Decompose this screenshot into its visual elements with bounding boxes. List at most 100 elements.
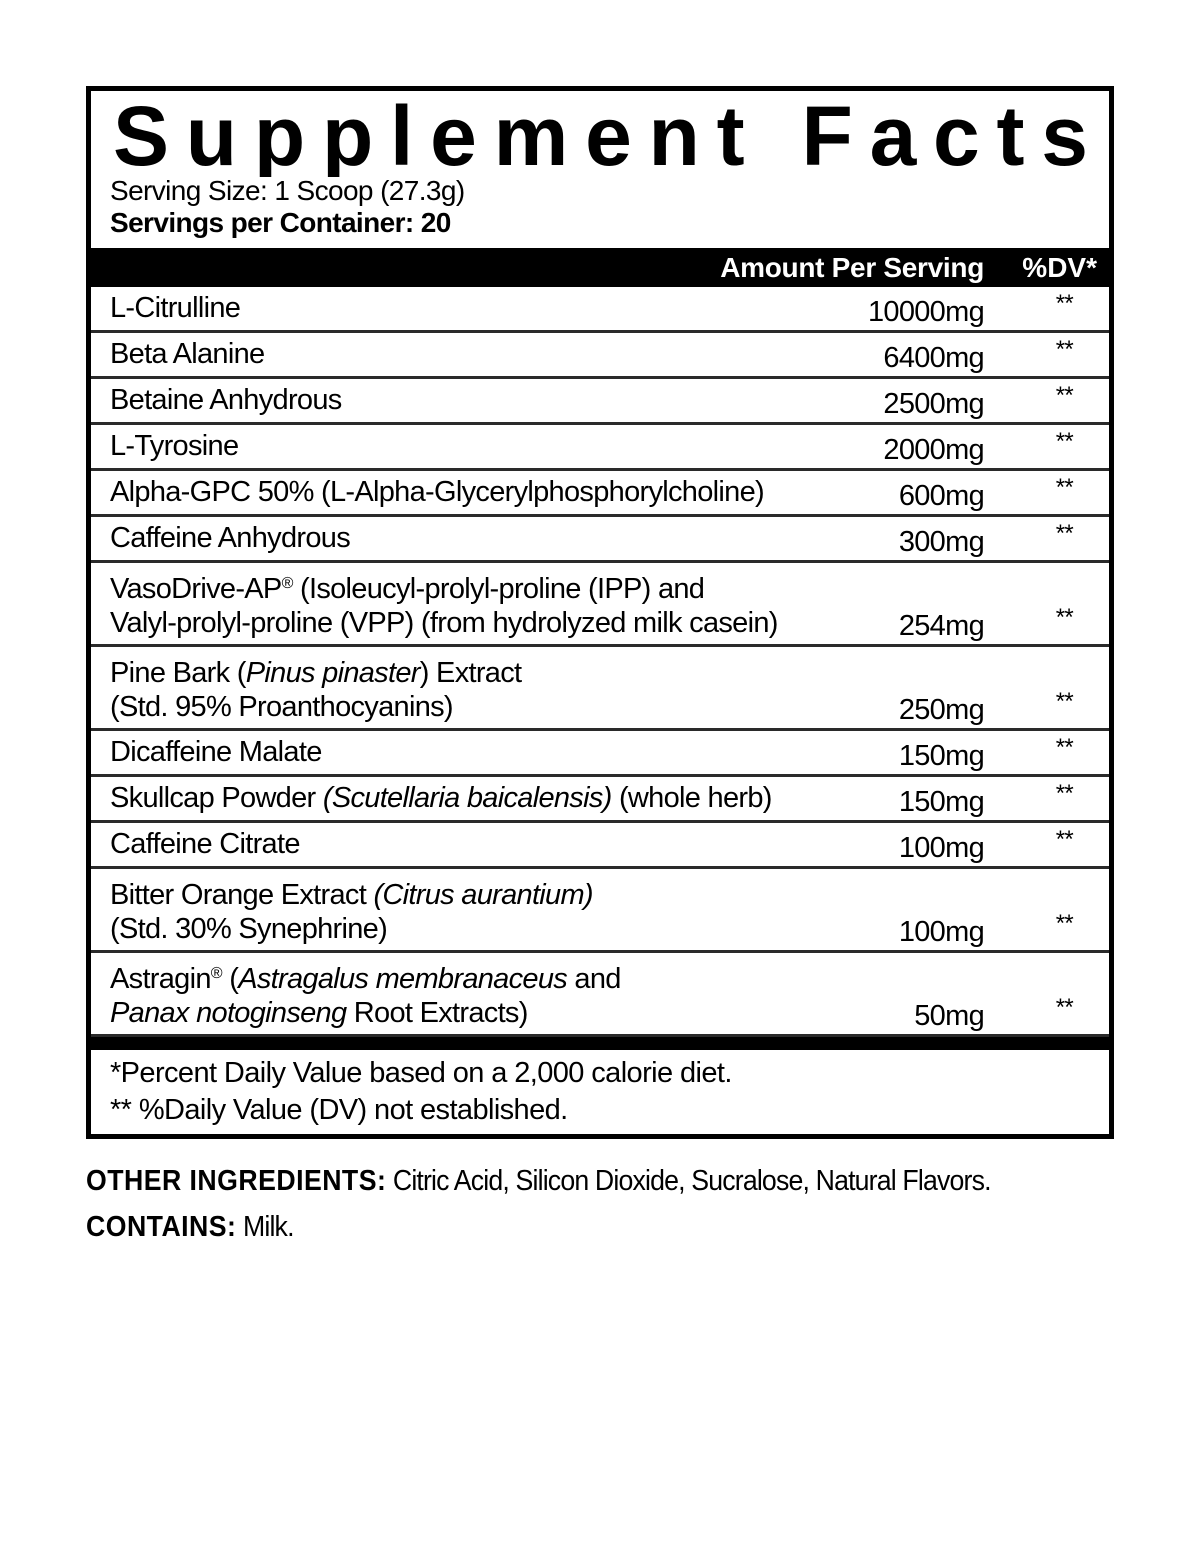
ingredient-name: L-Citrulline (110, 291, 870, 325)
ingredient-row: Caffeine Citrate 100mg ** (91, 823, 1109, 869)
other-info: OTHER INGREDIENTS: Citric Acid, Silicon … (86, 1158, 992, 1250)
ingredient-name-part: and (567, 963, 621, 995)
ingredient-amount: 10000mg (867, 296, 985, 328)
other-ingredients-label: OTHER INGREDIENTS: (86, 1165, 387, 1197)
ingredient-dv: ** (1055, 910, 1074, 937)
ingredient-name: Bitter Orange Extract (Citrus aurantium)… (110, 878, 870, 946)
ingredient-name-part: Pine Bark ( (110, 657, 246, 689)
ingredient-name-part: (Scutellaria baicalensis) (322, 782, 612, 814)
ingredient-dv: ** (1055, 428, 1074, 455)
ingredient-name-part: Caffeine Anhydrous (110, 522, 351, 554)
supplement-facts-panel: Supplement Facts Serving Size: 1 Scoop (… (86, 86, 1114, 1139)
ingredient-amount: 2500mg (883, 388, 984, 420)
ingredient-name-part: (Citrus aurantium) (373, 879, 593, 911)
ingredient-name: Caffeine Anhydrous (110, 521, 870, 555)
divider (91, 1037, 1109, 1050)
ingredient-row: Alpha-GPC 50% (L-Alpha-Glycerylphosphory… (91, 471, 1109, 517)
ingredient-dv: ** (1055, 734, 1074, 761)
ingredient-name-part: VasoDrive-AP (110, 573, 282, 605)
ingredient-amount: 2000mg (883, 434, 984, 466)
ingredient-name: L-Tyrosine (110, 429, 870, 463)
ingredient-name-part: Caffeine Citrate (110, 828, 300, 860)
ingredient-name-part: Alpha-GPC 50% (L-Alpha-Glycerylphosphory… (110, 476, 765, 508)
ingredient-name-part: (Isoleucyl-prolyl-proline (IPP) and (292, 573, 705, 605)
ingredient-name-part: Root Extracts) (346, 997, 529, 1029)
ingredient-name-part: Panax notoginseng (110, 997, 347, 1029)
ingredient-name-part: Betaine Anhydrous (110, 384, 342, 416)
ingredient-row: Dicaffeine Malate 150mg ** (91, 731, 1109, 777)
ingredient-name-part: (Std. 95% Proanthocyanins) (110, 691, 454, 723)
title-text: Supplement Facts (113, 97, 1088, 177)
panel-title: Supplement Facts (113, 97, 1088, 177)
amount-header: Amount Per Serving (720, 252, 984, 283)
ingredient-name: Astragin® (Astragalus membranaceus and Pa… (110, 962, 870, 1030)
ingredient-row: Bitter Orange Extract (Citrus aurantium)… (91, 869, 1109, 953)
registered-mark: ® (210, 965, 223, 982)
contains-text: Milk. (236, 1211, 295, 1243)
ingredient-dv: ** (1055, 520, 1074, 547)
ingredient-name-part: Bitter Orange Extract (110, 879, 374, 911)
ingredient-row: L-Citrulline 10000mg ** (91, 287, 1109, 333)
other-ingredients-text: Citric Acid, Silicon Dioxide, Sucralose,… (386, 1165, 992, 1197)
ingredient-name-part: Astragin (110, 963, 211, 995)
ingredient-name-part: Skullcap Powder (110, 782, 323, 814)
ingredient-name: VasoDrive-AP® (Isoleucyl-prolyl-proline … (110, 572, 870, 640)
ingredient-name-part: ( (221, 963, 239, 995)
ingredient-list: L-Citrulline 10000mg ** Beta Alanine 6400mg *… (91, 287, 1109, 1037)
footnotes: *Percent Daily Value based on a 2,000 ca… (110, 1055, 732, 1129)
ingredient-dv: ** (1055, 826, 1074, 853)
ingredient-amount: 150mg (898, 786, 985, 818)
ingredient-name: Skullcap Powder (Scutellaria baicalensis… (110, 781, 870, 815)
ingredient-amount: 254mg (898, 610, 985, 642)
ingredient-row: Astragin® (Astragalus membranaceus and Pa… (91, 953, 1109, 1037)
ingredient-name-part: Dicaffeine Malate (110, 736, 322, 768)
ingredient-amount: 100mg (898, 916, 985, 948)
ingredient-dv: ** (1055, 290, 1074, 317)
contains: CONTAINS: Milk. (86, 1204, 991, 1250)
dv-header: %DV* (1022, 252, 1097, 283)
ingredient-row: Pine Bark (Pinus pinaster) Extract (Std. … (91, 647, 1109, 731)
ingredient-dv: ** (1055, 336, 1074, 363)
serving-size: Serving Size: 1 Scoop (27.3g) (110, 175, 465, 206)
ingredient-row: Betaine Anhydrous 2500mg ** (91, 379, 1109, 425)
ingredient-amount: 250mg (898, 694, 985, 726)
ingredient-name-part: (whole herb) (611, 782, 773, 814)
ingredient-name-part: Astragalus membranaceus (238, 963, 568, 995)
ingredient-row: Caffeine Anhydrous 300mg ** (91, 517, 1109, 563)
ingredient-name: Alpha-GPC 50% (L-Alpha-Glycerylphosphory… (110, 475, 870, 509)
ingredient-name: Beta Alanine (110, 337, 870, 371)
ingredient-amount: 50mg (914, 1000, 984, 1032)
ingredient-row: L-Tyrosine 2000mg ** (91, 425, 1109, 471)
footnote: *Percent Daily Value based on a 2,000 ca… (110, 1057, 732, 1089)
column-header-bar: Amount Per Serving %DV* (91, 248, 1109, 287)
ingredient-row: Skullcap Powder (Scutellaria baicalensis… (91, 777, 1109, 823)
ingredient-dv: ** (1055, 994, 1074, 1021)
contains-label: CONTAINS: (86, 1211, 237, 1243)
ingredient-amount: 300mg (898, 526, 985, 558)
ingredient-dv: ** (1055, 780, 1074, 807)
ingredient-name-part: (Std. 30% Synephrine) (110, 913, 388, 945)
ingredient-name: Caffeine Citrate (110, 827, 870, 861)
ingredient-dv: ** (1055, 688, 1074, 715)
ingredient-name-part: L-Tyrosine (110, 430, 239, 462)
ingredient-name-part: Beta Alanine (110, 338, 265, 370)
servings-per-container: Servings per Container: 20 (110, 207, 451, 238)
ingredient-amount: 100mg (898, 832, 985, 864)
ingredient-amount: 150mg (898, 740, 985, 772)
ingredient-name-part: Pinus pinaster (245, 657, 421, 689)
ingredient-name-part: ) Extract (419, 657, 522, 689)
ingredient-name-part: Valyl-prolyl-proline (VPP) (from hydroly… (110, 607, 778, 639)
ingredient-amount: 600mg (898, 480, 985, 512)
ingredient-name-part: L-Citrulline (110, 292, 241, 324)
ingredient-dv: ** (1055, 382, 1074, 409)
ingredient-name: Dicaffeine Malate (110, 735, 870, 769)
other-ingredients: OTHER INGREDIENTS: Citric Acid, Silicon … (86, 1158, 992, 1204)
ingredient-dv: ** (1055, 474, 1074, 501)
footnote: ** %Daily Value (DV) not established. (110, 1094, 568, 1126)
ingredient-dv: ** (1055, 604, 1074, 631)
registered-mark: ® (281, 575, 294, 592)
ingredient-amount: 6400mg (883, 342, 984, 374)
ingredient-name: Betaine Anhydrous (110, 383, 870, 417)
ingredient-name: Pine Bark (Pinus pinaster) Extract (Std. … (110, 656, 870, 724)
ingredient-row: Beta Alanine 6400mg ** (91, 333, 1109, 379)
